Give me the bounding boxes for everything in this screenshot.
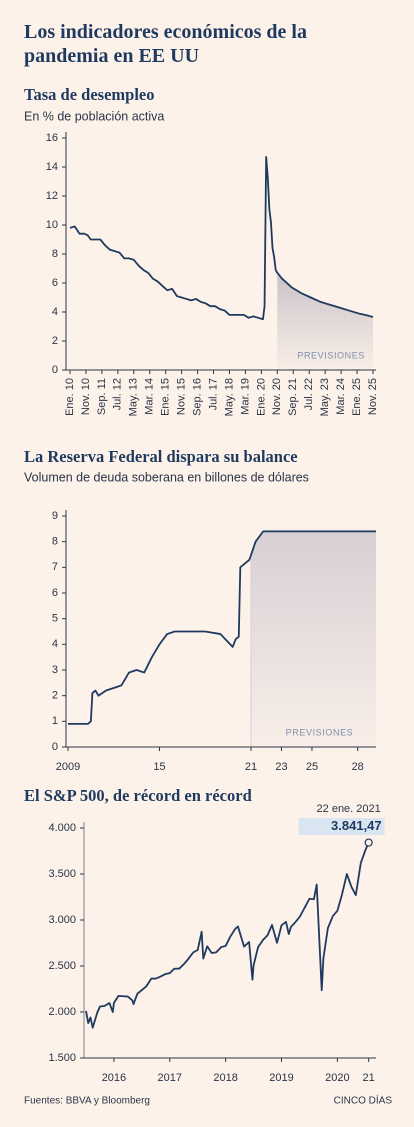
x-tick-label: 21 xyxy=(363,1072,375,1084)
y-tick-label: 2 xyxy=(52,690,58,702)
x-tick-label: Sep. 11 xyxy=(96,378,108,415)
x-tick-label: May. 18 xyxy=(223,378,235,416)
x-tick-label: Mar. 14 xyxy=(144,378,156,415)
data-line xyxy=(68,530,376,725)
y-tick-label: 3 xyxy=(52,664,58,676)
chart-title: Tasa de desempleo xyxy=(24,85,155,104)
annotation-value: 3.841,47 xyxy=(331,818,382,833)
y-tick-label: 2 xyxy=(52,335,58,347)
x-tick-label: 28 xyxy=(352,761,364,773)
x-tick-label: 15 xyxy=(153,761,165,773)
chart-title: El S&P 500, de récord en récord xyxy=(24,786,252,805)
x-tick-label: Sep. 16 xyxy=(191,378,203,416)
forecast-area xyxy=(277,272,373,370)
x-tick-label: 2019 xyxy=(269,1072,293,1084)
x-tick-label: 2018 xyxy=(213,1072,237,1084)
chart-title: La Reserva Federal dispara su balance xyxy=(24,447,298,466)
x-tick-label: Ene. 10 xyxy=(64,378,76,416)
forecast-label: PREVISIONES xyxy=(297,350,365,360)
annotation-date: 22 ene. 2021 xyxy=(317,803,381,815)
y-tick-label: 8 xyxy=(52,536,58,548)
chart-subtitle: Volumen de deuda soberana en billones de… xyxy=(24,470,309,484)
chart-subtitle: En % de población activa xyxy=(24,109,164,123)
y-tick-label: 10 xyxy=(46,219,58,231)
y-tick-label: 2.000 xyxy=(48,1006,76,1018)
x-tick-label: 2009 xyxy=(56,761,80,773)
forecast-label: PREVISIONES xyxy=(286,727,354,737)
x-tick-label: 23 xyxy=(275,761,287,773)
page-title: Los indicadores económicos de la pandemi… xyxy=(24,21,307,67)
y-tick-label: 16 xyxy=(46,132,58,144)
x-tick-label: May. 13 xyxy=(128,378,140,416)
x-tick-label: Ene. 15 xyxy=(160,378,172,416)
y-tick-label: 12 xyxy=(46,190,58,202)
y-tick-label: 3.000 xyxy=(48,914,76,926)
x-tick-label: 2017 xyxy=(158,1072,182,1084)
y-tick-label: 6 xyxy=(52,277,58,289)
x-tick-label: Jul. 22 xyxy=(303,378,315,410)
data-line xyxy=(85,842,370,1029)
highlight-point xyxy=(364,838,373,847)
x-tick-label: 25 xyxy=(306,761,318,773)
y-tick-label: 4.000 xyxy=(48,822,76,834)
x-tick-label: Nov. 25 xyxy=(367,378,379,415)
x-tick-label: Ene. 20 xyxy=(255,378,267,416)
x-tick-label: Jul. 17 xyxy=(207,378,219,410)
y-tick-label: 1 xyxy=(52,715,58,727)
forecast-area xyxy=(250,531,376,747)
y-tick-label: 9 xyxy=(52,510,58,522)
y-tick-label: 5 xyxy=(52,613,58,625)
source: Fuentes: BBVA y Bloomberg xyxy=(24,1096,150,1107)
data-line xyxy=(69,155,374,321)
y-tick-label: 8 xyxy=(52,248,58,260)
x-tick-label: Sep. 21 xyxy=(287,378,299,416)
annotation-box xyxy=(298,818,385,835)
y-tick-label: 7 xyxy=(52,561,58,573)
x-tick-label: Ene. 25 xyxy=(351,378,363,416)
y-tick-label: 1.500 xyxy=(48,1052,76,1064)
x-tick-label: May. 23 xyxy=(319,378,331,416)
x-tick-label: Nov. 15 xyxy=(176,378,188,415)
y-tick-label: 0 xyxy=(52,364,58,376)
y-tick-label: 3.500 xyxy=(48,868,76,880)
x-tick-label: Mar. 19 xyxy=(239,378,251,415)
x-tick-label: 2016 xyxy=(102,1072,126,1084)
x-tick-label: Jul. 12 xyxy=(112,378,124,410)
y-tick-label: 4 xyxy=(52,306,58,318)
y-tick-label: 14 xyxy=(46,161,58,173)
x-tick-label: 21 xyxy=(245,761,257,773)
y-tick-label: 4 xyxy=(52,638,58,650)
brand: CINCO DÍAS xyxy=(334,1094,393,1107)
x-tick-label: Mar. 24 xyxy=(335,378,347,415)
y-tick-label: 6 xyxy=(52,587,58,599)
y-tick-label: 2.500 xyxy=(48,960,76,972)
x-tick-label: Nov. 20 xyxy=(271,378,283,415)
x-tick-label: 2020 xyxy=(325,1072,349,1084)
y-tick-label: 0 xyxy=(52,741,58,753)
x-tick-label: Nov. 10 xyxy=(80,378,92,415)
